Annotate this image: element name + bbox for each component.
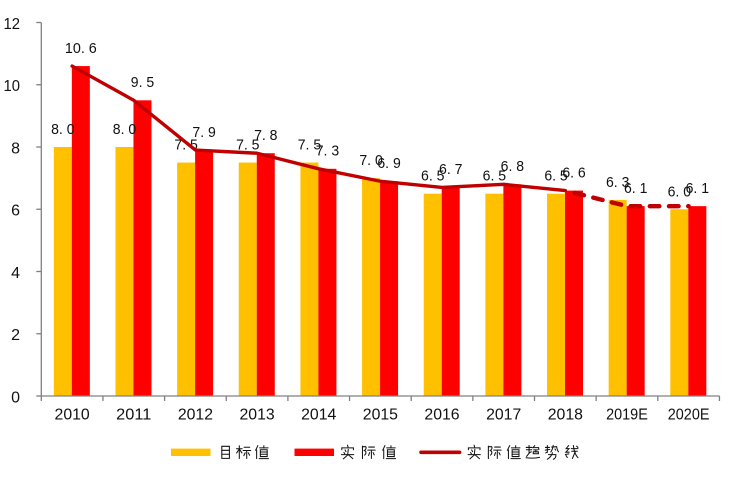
svg-text:7. 5: 7. 5 (236, 138, 259, 154)
svg-text:2013: 2013 (239, 407, 274, 424)
svg-text:6. 9: 6. 9 (377, 156, 400, 172)
svg-text:8. 0: 8. 0 (51, 122, 74, 138)
svg-text:6. 6: 6. 6 (562, 165, 585, 181)
svg-text:12: 12 (4, 16, 21, 33)
svg-text:6. 8: 6. 8 (501, 159, 524, 175)
svg-text:7. 5: 7. 5 (298, 138, 321, 154)
svg-text:8: 8 (11, 140, 20, 157)
svg-text:6. 1: 6. 1 (624, 181, 647, 197)
svg-text:6. 5: 6. 5 (421, 169, 444, 185)
svg-text:2011: 2011 (116, 407, 151, 424)
svg-text:6. 0: 6. 0 (668, 184, 691, 200)
svg-text:7. 9: 7. 9 (192, 125, 215, 141)
svg-text:2010: 2010 (55, 407, 90, 424)
svg-text:6. 5: 6. 5 (544, 169, 567, 185)
svg-text:2015: 2015 (363, 407, 398, 424)
svg-text:10. 6: 10. 6 (65, 41, 97, 57)
svg-text:6. 3: 6. 3 (606, 175, 629, 191)
svg-text:7. 3: 7. 3 (316, 143, 339, 159)
svg-text:2020E: 2020E (668, 407, 710, 424)
svg-text:2014: 2014 (301, 407, 336, 424)
svg-text:0: 0 (11, 389, 20, 406)
svg-text:2018: 2018 (548, 407, 583, 424)
svg-text:2016: 2016 (424, 407, 459, 424)
svg-text:2012: 2012 (178, 407, 213, 424)
svg-text:9. 5: 9. 5 (131, 75, 154, 91)
svg-text:6. 1: 6. 1 (686, 181, 709, 197)
svg-text:6. 5: 6. 5 (483, 169, 506, 185)
svg-text:2019E: 2019E (606, 407, 648, 424)
svg-text:6. 7: 6. 7 (439, 162, 462, 178)
svg-text:10: 10 (4, 78, 21, 95)
svg-text:7. 5: 7. 5 (174, 138, 197, 154)
svg-text:7. 0: 7. 0 (359, 153, 382, 169)
svg-text:7. 8: 7. 8 (254, 128, 277, 144)
svg-text:2017: 2017 (486, 407, 521, 424)
svg-text:4: 4 (11, 265, 20, 282)
svg-text:6: 6 (11, 203, 20, 220)
svg-text:2: 2 (11, 327, 20, 344)
svg-text:8. 0: 8. 0 (113, 122, 136, 138)
